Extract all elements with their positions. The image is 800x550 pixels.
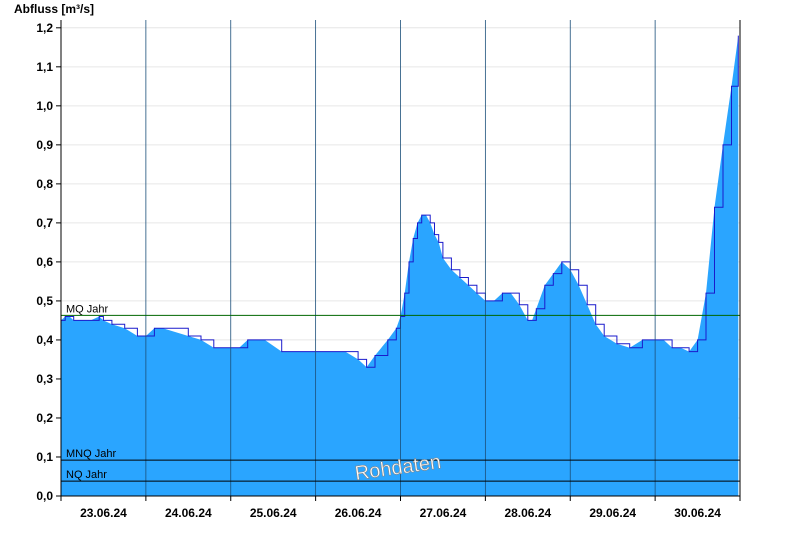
y-tick-label-9: 0,9 bbox=[36, 138, 53, 152]
x-tick-label-5: 28.06.24 bbox=[504, 506, 551, 520]
y-tick-label-4: 0,4 bbox=[36, 333, 53, 347]
x-tick-label-1: 24.06.24 bbox=[165, 506, 212, 520]
reference-line-layer: MQ Jahr MNQ Jahr NQ Jahr bbox=[61, 303, 740, 482]
y-tick-label-2: 0,2 bbox=[36, 411, 53, 425]
discharge-line bbox=[61, 35, 739, 368]
y-tick-label-7: 0,7 bbox=[36, 216, 53, 230]
x-tick-label-0: 23.06.24 bbox=[80, 506, 127, 520]
y-tick-label-12: 1,2 bbox=[36, 21, 53, 35]
discharge-area bbox=[61, 35, 739, 496]
axis-layer: 0,0 0,1 0,2 0,3 0,4 0,5 0,6 0,7 0,8 0,9 1,0 1,1 1,2 2… bbox=[36, 20, 741, 520]
x-tick-label-6: 29.06.24 bbox=[589, 506, 636, 520]
ref-label-2: NQ Jahr bbox=[66, 469, 107, 481]
y-tick-label-11: 1,1 bbox=[36, 60, 53, 74]
x-tick-label-2: 25.06.24 bbox=[250, 506, 297, 520]
y-tick-label-3: 0,3 bbox=[36, 372, 53, 386]
ref-label-1: MNQ Jahr bbox=[66, 448, 116, 460]
y-tick-label-5: 0,5 bbox=[36, 294, 53, 308]
y-tick-label-0: 0,0 bbox=[36, 489, 53, 503]
y-axis-title: Abfluss [m³/s] bbox=[14, 2, 94, 16]
day-separator-layer bbox=[145, 20, 656, 496]
x-tick-label-4: 27.06.24 bbox=[420, 506, 467, 520]
x-tick-label-3: 26.06.24 bbox=[335, 506, 382, 520]
ref-label-0: MQ Jahr bbox=[66, 303, 109, 315]
y-tick-label-1: 0,1 bbox=[36, 450, 53, 464]
y-tick-label-10: 1,0 bbox=[36, 99, 53, 113]
x-tick-label-7: 30.06.24 bbox=[674, 506, 721, 520]
y-tick-label-6: 0,6 bbox=[36, 255, 53, 269]
y-tick-label-8: 0,8 bbox=[36, 177, 53, 191]
area-layer bbox=[61, 35, 739, 496]
